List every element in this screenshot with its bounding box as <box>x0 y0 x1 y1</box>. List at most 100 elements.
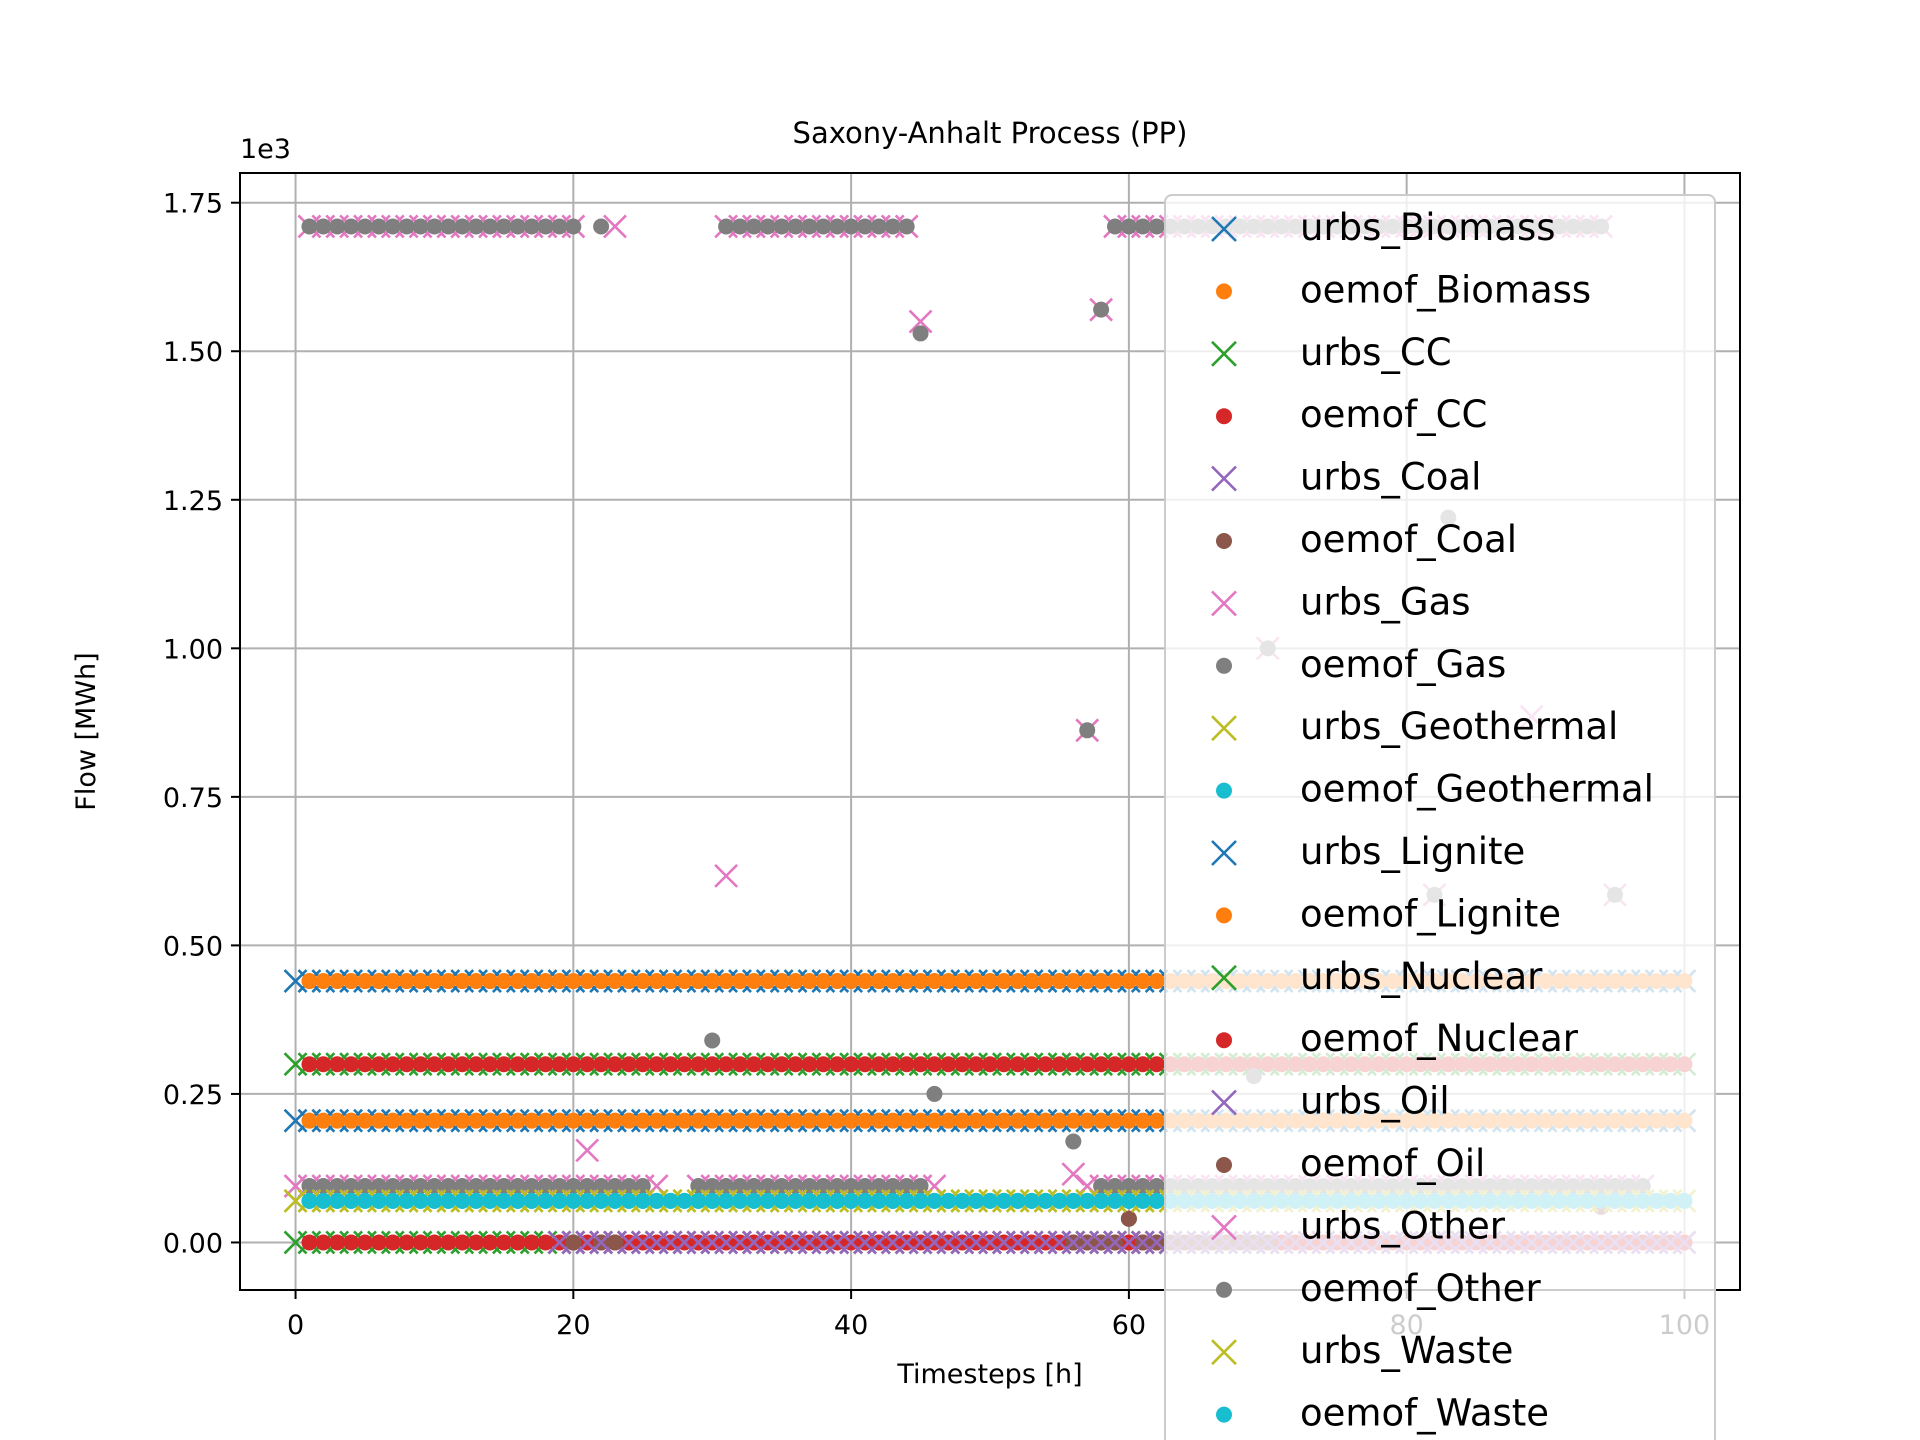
point-oemof_Gas <box>357 218 373 235</box>
point-oemof_Gas <box>398 218 415 235</box>
point-oemof_CC <box>426 1234 443 1251</box>
point-oemof_Nuclear <box>759 1056 776 1073</box>
point-oemof_Nuclear <box>1065 1056 1082 1073</box>
point-oemof_Nuclear <box>607 1056 623 1073</box>
point-oemof_Nuclear <box>537 1056 554 1073</box>
legend-marker-urbs_Oil <box>1211 1089 1237 1116</box>
x-tick-label: 0 <box>287 1310 304 1341</box>
point-oemof_Nuclear <box>593 1056 610 1073</box>
point-oemof_Nuclear <box>1093 1056 1110 1073</box>
legend-marker-oemof_Gas <box>1216 657 1232 674</box>
point-oemof_Biomass <box>773 1112 790 1129</box>
point-oemof_CC <box>329 1234 346 1251</box>
point-oemof_Lignite <box>1023 973 1040 990</box>
point-oemof_Lignite <box>509 973 526 990</box>
point-oemof_Gas <box>745 218 762 235</box>
legend-marker-urbs_Other <box>1211 1214 1237 1241</box>
point-oemof_Gas <box>412 218 429 235</box>
x-tick-label: 20 <box>556 1310 590 1341</box>
y-tick-label: 0.50 <box>163 931 223 962</box>
point-oemof_Gas <box>787 218 804 235</box>
point-oemof_Gas <box>898 218 915 235</box>
point-oemof_Nuclear <box>495 1056 512 1073</box>
point-oemof_Lignite <box>926 973 943 990</box>
legend-marker-urbs_Geothermal <box>1211 715 1237 742</box>
point-urbs_Gas <box>714 863 739 888</box>
point-oemof_Lignite <box>593 973 610 990</box>
point-oemof_Biomass <box>1037 1112 1054 1129</box>
point-oemof_Biomass <box>370 1112 387 1129</box>
point-oemof_CC <box>384 1234 401 1251</box>
point-oemof_Waste <box>801 1192 818 1209</box>
point-oemof_Lignite <box>870 973 887 990</box>
point-oemof_Nuclear <box>329 1056 346 1073</box>
point-oemof_Gas <box>718 218 735 235</box>
point-oemof_Nuclear <box>1148 1056 1165 1073</box>
legend-entry: urbs_Lignite <box>1211 830 1525 873</box>
point-oemof_CC <box>454 1234 471 1251</box>
legend-marker-oemof_Lignite <box>1216 907 1232 924</box>
point-oemof_Waste <box>884 1192 901 1209</box>
point-oemof_Lignite <box>607 973 623 990</box>
point-oemof_Lignite <box>426 973 443 990</box>
point-oemof_Gas <box>926 1085 943 1102</box>
point-oemof_CC <box>468 1234 485 1251</box>
point-oemof_CC <box>440 1234 457 1251</box>
point-oemof_Waste <box>398 1192 415 1209</box>
point-oemof_Biomass <box>634 1112 651 1129</box>
legend-marker-urbs_Coal <box>1211 465 1237 492</box>
point-oemof_Waste <box>718 1192 735 1209</box>
point-oemof_Waste <box>912 1192 929 1209</box>
point-oemof_Biomass <box>732 1112 748 1129</box>
point-oemof_Biomass <box>1120 1112 1137 1129</box>
point-oemof_Nuclear <box>995 1056 1012 1073</box>
point-oemof_Waste <box>440 1192 457 1209</box>
point-oemof_Lignite <box>315 973 332 990</box>
point-oemof_Lignite <box>1093 973 1110 990</box>
point-oemof_CC <box>301 1234 318 1251</box>
point-oemof_Lignite <box>940 973 957 990</box>
point-oemof_Nuclear <box>1107 1056 1123 1073</box>
point-oemof_Nuclear <box>884 1056 901 1073</box>
point-oemof_Biomass <box>1065 1112 1082 1129</box>
point-oemof_Lignite <box>551 973 568 990</box>
legend-box <box>1164 194 1716 1440</box>
point-oemof_Waste <box>315 1192 332 1209</box>
point-oemof_CC <box>482 1234 498 1251</box>
point-oemof_Nuclear <box>718 1056 735 1073</box>
legend-label: oemof_Waste <box>1300 1392 1549 1435</box>
point-oemof_Gas <box>523 218 540 235</box>
point-oemof_Waste <box>1037 1192 1054 1209</box>
point-oemof_Biomass <box>940 1112 957 1129</box>
point-oemof_Gas <box>1093 301 1110 318</box>
point-oemof_Lignite <box>1065 973 1082 990</box>
point-oemof_Lignite <box>579 973 596 990</box>
point-oemof_Nuclear <box>426 1056 443 1073</box>
point-oemof_Lignite <box>523 973 540 990</box>
point-oemof_Waste <box>634 1192 651 1209</box>
point-oemof_Nuclear <box>398 1056 415 1073</box>
point-oemof_Nuclear <box>579 1056 596 1073</box>
point-oemof_Gas <box>704 1032 721 1049</box>
point-oemof_Biomass <box>565 1112 582 1129</box>
y-tick-label: 1.25 <box>163 486 223 517</box>
point-oemof_Waste <box>926 1192 943 1209</box>
point-oemof_Gas <box>801 218 818 235</box>
legend-label: urbs_Coal <box>1300 456 1481 499</box>
point-oemof_Lignite <box>857 973 873 990</box>
point-oemof_Biomass <box>829 1112 846 1129</box>
legend-label: urbs_Other <box>1300 1204 1506 1247</box>
point-oemof_Biomass <box>968 1112 985 1129</box>
point-oemof_Gas <box>857 218 873 235</box>
point-oemof_Lignite <box>565 973 582 990</box>
point-oemof_Gas <box>315 218 332 235</box>
point-oemof_Lignite <box>1148 973 1165 990</box>
point-oemof_Biomass <box>426 1112 443 1129</box>
point-urbs_Gas <box>908 309 933 334</box>
point-oemof_Waste <box>898 1192 915 1209</box>
point-oemof_Biomass <box>468 1112 485 1129</box>
point-oemof_Biomass <box>357 1112 373 1129</box>
point-oemof_Biomass <box>1079 1112 1096 1129</box>
point-oemof_Lignite <box>398 973 415 990</box>
point-oemof_Lignite <box>704 973 721 990</box>
